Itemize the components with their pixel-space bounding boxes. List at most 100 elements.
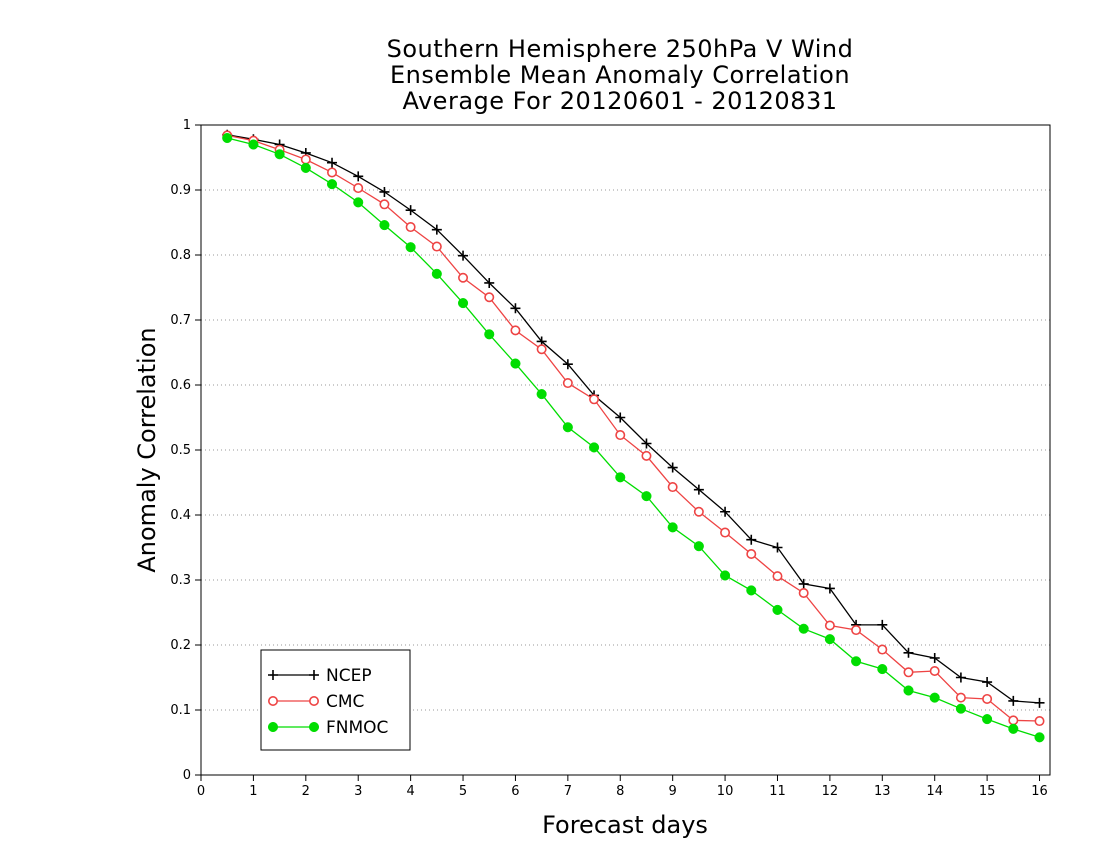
data-point-ncep: [693, 484, 704, 495]
data-point-fnmoc: [1034, 732, 1045, 743]
data-point-cmc: [562, 378, 573, 389]
legend-marker: [267, 695, 278, 706]
y-axis-title: Anomaly Correlation: [133, 327, 161, 572]
data-point-cmc: [458, 272, 469, 283]
data-point-fnmoc: [457, 298, 469, 309]
legend-marker: [268, 670, 278, 680]
data-point-cmc: [772, 571, 783, 582]
data-point-ncep: [667, 462, 678, 473]
x-tick-label: 3: [354, 784, 362, 799]
data-point-ncep: [982, 677, 993, 688]
title-line-3: Average For 20120601 - 20120831: [402, 87, 838, 115]
data-point-ncep: [955, 672, 966, 683]
grid: [201, 189, 1050, 711]
data-point-cmc: [955, 692, 966, 703]
data-point-fnmoc: [903, 685, 914, 696]
data-point-ncep: [379, 186, 390, 197]
series-line-fnmoc: [227, 137, 1040, 738]
data-point-fnmoc: [300, 162, 311, 173]
y-tick-label: 0.5: [170, 443, 191, 458]
data-point-cmc: [379, 199, 390, 210]
legend-marker: [308, 695, 319, 706]
data-point-ncep: [746, 534, 757, 545]
x-tick-label: 8: [616, 784, 624, 799]
data-point-fnmoc: [929, 692, 940, 703]
y-tick-label: 0.2: [170, 638, 191, 653]
data-point-fnmoc: [641, 491, 652, 502]
data-point-fnmoc: [222, 132, 233, 144]
y-tick-label: 0.7: [170, 313, 191, 328]
data-point-cmc: [877, 644, 888, 655]
x-tick-label: 12: [822, 784, 839, 799]
data-point-cmc: [405, 222, 416, 233]
data-point-fnmoc: [536, 389, 547, 400]
data-point-cmc: [615, 430, 626, 441]
data-point-fnmoc: [431, 268, 442, 279]
axis-ticks: 00.10.20.30.40.50.60.70.80.910 1 2 3 4 5 6 7 8 9 1…: [170, 118, 1047, 799]
x-tick-label: 7: [564, 784, 572, 799]
legend-marker: [267, 721, 279, 733]
data-point-fnmoc: [667, 522, 678, 533]
data-point-ncep: [615, 412, 626, 423]
x-tick-label: 0: [197, 784, 205, 799]
y-tick-label: 0.3: [170, 573, 191, 588]
x-tick-label: 11: [769, 784, 786, 799]
data-point-fnmoc: [326, 179, 338, 190]
data-point-fnmoc: [510, 358, 521, 369]
data-point-cmc: [353, 183, 364, 194]
data-point-fnmoc: [484, 329, 495, 340]
data-point-fnmoc: [772, 604, 783, 615]
data-point-cmc: [982, 693, 993, 704]
data-point-cmc: [929, 665, 940, 676]
data-point-cmc: [851, 625, 862, 636]
data-point-cmc: [327, 167, 338, 178]
legend-label-ncep: NCEP: [326, 666, 372, 686]
data-point-cmc: [484, 292, 495, 303]
data-point-fnmoc: [982, 714, 993, 725]
data-point-ncep: [327, 157, 338, 168]
data-point-fnmoc: [746, 585, 757, 596]
series-line-ncep: [227, 134, 1040, 704]
data-point-cmc: [300, 154, 311, 165]
data-point-fnmoc: [248, 139, 259, 150]
x-tick-label: 4: [406, 784, 414, 799]
legend-box: [260, 649, 411, 751]
data-point-fnmoc: [720, 570, 731, 581]
data-point-cmc: [589, 394, 600, 405]
data-point-ncep: [798, 578, 809, 589]
data-point-fnmoc: [379, 220, 390, 231]
data-point-cmc: [903, 667, 914, 678]
data-point-ncep: [458, 250, 469, 261]
x-tick-label: 1: [249, 784, 257, 799]
title-line-1: Southern Hemisphere 250hPa V Wind: [386, 35, 854, 63]
data-point-ncep: [353, 171, 364, 182]
legend-marker: [309, 670, 319, 680]
chart-title: Southern Hemisphere 250hPa V Wind Ensemb…: [300, 36, 940, 114]
data-point-fnmoc: [877, 664, 888, 675]
data-point-ncep: [405, 205, 416, 216]
y-tick-label: 0.6: [170, 378, 191, 393]
y-tick-label: 0.8: [170, 248, 191, 263]
data-point-ncep: [431, 224, 442, 235]
data-point-cmc: [1034, 716, 1045, 727]
data-point-ncep: [1034, 697, 1045, 708]
series-line-cmc: [227, 134, 1040, 722]
data-point-ncep: [824, 583, 835, 594]
data-point-ncep: [903, 647, 914, 658]
data-point-cmc: [1008, 715, 1019, 726]
data-point-cmc: [746, 548, 757, 559]
data-point-ncep: [720, 506, 731, 517]
legend: NCEP CMC FNMOC: [260, 649, 411, 751]
x-tick-label: 6: [511, 784, 519, 799]
data-point-fnmoc: [562, 422, 573, 433]
title-line-2: Ensemble Mean Anomaly Correlation: [389, 61, 851, 89]
x-tick-label: 9: [669, 784, 677, 799]
data-point-fnmoc: [955, 703, 966, 714]
data-point-fnmoc: [589, 442, 600, 453]
data-point-cmc: [693, 506, 704, 517]
data-point-cmc: [667, 482, 678, 493]
x-tick-label: 15: [979, 784, 996, 799]
data-point-ncep: [772, 542, 783, 553]
legend-label-cmc: CMC: [326, 692, 364, 712]
